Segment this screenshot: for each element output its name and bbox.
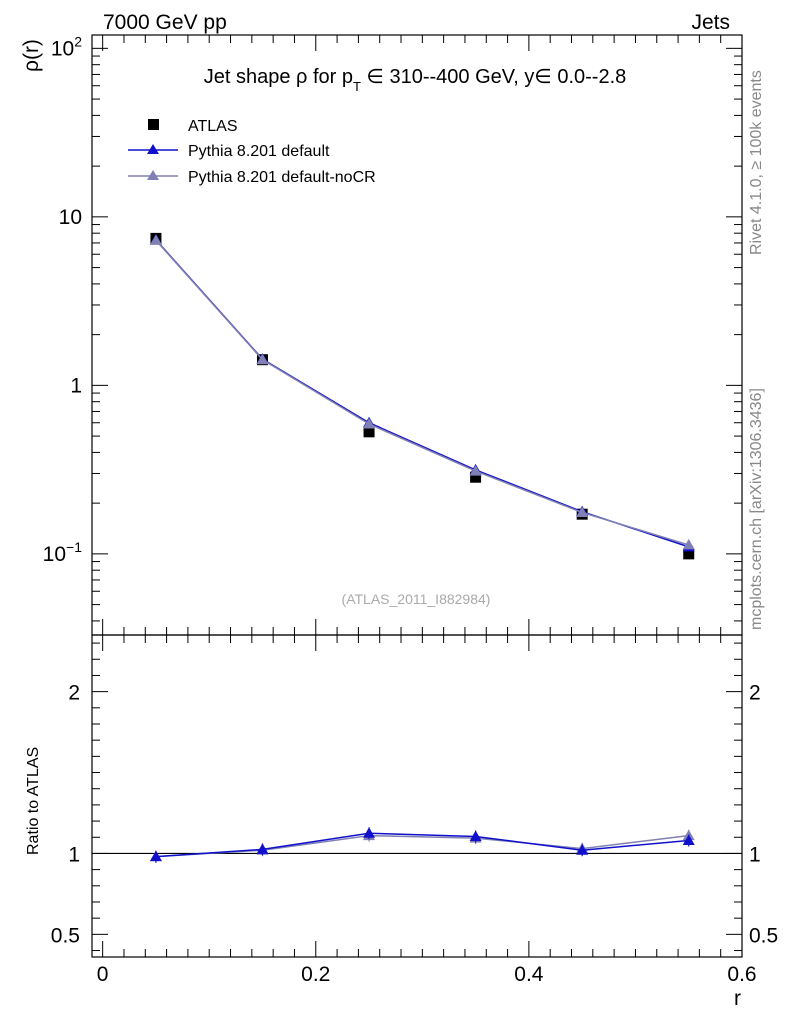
main-point-atlas	[683, 548, 695, 560]
header-category-label: Jets	[691, 11, 730, 34]
main-point-pythia-8-201-default-nocr	[469, 465, 482, 476]
legend-label-pythia-default: Pythia 8.201 default	[188, 143, 330, 160]
main-point-pythia-8-201-default-nocr	[682, 538, 695, 550]
main-panel: 10−1 1 10 102 Jet shape ρ for pT ∈ 310--400…	[20, 33, 743, 636]
ratio-y-tick-label-right: 0.5	[749, 924, 778, 947]
ratio-point-pythia-8-201-default	[682, 834, 695, 845]
main-y-tick-label: 102	[51, 33, 82, 60]
header-energy-label: 7000 GeV pp	[103, 11, 227, 34]
ratio-series-group	[149, 827, 695, 863]
x-tick-label: 0.4	[514, 963, 544, 986]
ratio-y-tick-label: 2	[68, 682, 80, 705]
ratio-y-tick-label-right: 1	[749, 843, 761, 866]
analysis-watermark: (ATLAS_2011_I882984)	[342, 591, 491, 607]
x-tick-label: 0.2	[301, 963, 330, 986]
main-line-pythia-8-201-default	[155, 239, 689, 548]
ratio-y-tick-label: 0.5	[51, 924, 80, 947]
legend-entry-atlas: ATLAS	[148, 118, 238, 135]
main-y-tick-label: 10−1	[43, 539, 83, 566]
ratio-line-pythia-8-201-default	[155, 832, 689, 858]
ratio-y-tick-label-right: 2	[749, 682, 761, 705]
legend: ATLAS Pythia 8.201 default Pythia 8.201 …	[128, 118, 376, 186]
legend-marker-pythia-default	[147, 144, 159, 154]
ratio-point-pythia-8-201-default	[149, 850, 162, 862]
main-point-pythia-8-201-default-nocr	[149, 234, 162, 245]
legend-label-atlas: ATLAS	[188, 118, 238, 135]
ratio-y-axis-label: Ratio to ATLAS	[25, 747, 42, 855]
main-point-atlas	[363, 426, 375, 438]
legend-marker-pythia-nocr	[147, 170, 159, 180]
ratio-ticks: 0.5 0.5 1 1 2 2 0 0.2 0.4 0.6	[51, 635, 778, 986]
legend-entry-pythia-nocr: Pythia 8.201 default-noCR	[128, 169, 376, 186]
mcplots-label: mcplots.cern.ch [arXiv:1306.3436]	[748, 388, 765, 630]
ratio-point-pythia-8-201-default	[576, 844, 589, 855]
rivet-version-label: Rivet 4.1.0, ≥ 100k events	[748, 70, 765, 255]
main-point-pythia-8-201-default-nocr	[256, 353, 269, 365]
ratio-y-tick-label: 1	[68, 843, 80, 866]
legend-entry-pythia-default: Pythia 8.201 default	[128, 143, 330, 160]
main-line-pythia-8-201-default-nocr	[155, 239, 689, 546]
main-point-pythia-8-201-default-nocr	[576, 506, 589, 517]
main-y-tick-label: 10	[59, 206, 82, 229]
main-point-atlas	[470, 471, 482, 483]
ratio-frame	[91, 634, 743, 958]
main-point-pythia-8-201-default-nocr	[363, 417, 376, 429]
main-ticks: 10−1 1 10 102	[43, 33, 743, 635]
x-axis-label: r	[734, 987, 741, 1010]
chart-title: Jet shape ρ for pT ∈ 310--400 GeV, y∈ 0.…	[204, 66, 627, 94]
x-tick-label: 0.6	[727, 963, 756, 986]
main-y-tick-label: 1	[70, 374, 82, 397]
ratio-panel: 0.5 0.5 1 1 2 2 0 0.2 0.4 0.6 Ratio to ATLAS r	[25, 634, 778, 1010]
legend-marker-atlas	[148, 119, 159, 130]
ratio-point-pythia-8-201-default	[469, 830, 482, 841]
main-series-group	[149, 232, 695, 560]
legend-label-pythia-nocr: Pythia 8.201 default-noCR	[188, 169, 376, 186]
main-y-axis-label: ρ(r)	[20, 39, 43, 72]
ratio-point-pythia-8-201-default	[363, 827, 376, 838]
x-tick-label: 0	[97, 963, 109, 986]
ratio-point-pythia-8-201-default	[256, 843, 269, 854]
